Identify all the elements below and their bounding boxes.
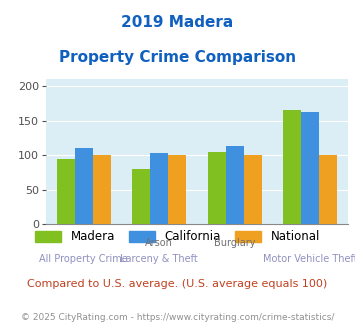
Bar <box>93 155 111 224</box>
Bar <box>75 148 93 224</box>
Bar <box>226 146 244 224</box>
Bar <box>132 169 150 224</box>
Text: Burglary: Burglary <box>214 238 256 248</box>
Bar <box>208 152 226 224</box>
Legend: Madera, California, National: Madera, California, National <box>35 230 320 243</box>
Text: Property Crime Comparison: Property Crime Comparison <box>59 50 296 65</box>
Text: 2019 Madera: 2019 Madera <box>121 15 234 30</box>
Bar <box>283 110 301 224</box>
Text: Compared to U.S. average. (U.S. average equals 100): Compared to U.S. average. (U.S. average … <box>27 279 328 288</box>
Text: Motor Vehicle Theft: Motor Vehicle Theft <box>263 254 355 264</box>
Text: Arson: Arson <box>145 238 173 248</box>
Bar <box>319 155 337 224</box>
Text: All Property Crime: All Property Crime <box>39 254 128 264</box>
Bar <box>150 153 168 224</box>
Text: Larceny & Theft: Larceny & Theft <box>120 254 198 264</box>
Text: © 2025 CityRating.com - https://www.cityrating.com/crime-statistics/: © 2025 CityRating.com - https://www.city… <box>21 313 334 322</box>
Bar <box>168 155 186 224</box>
Bar <box>301 112 319 224</box>
Bar <box>57 159 75 224</box>
Bar <box>244 155 262 224</box>
